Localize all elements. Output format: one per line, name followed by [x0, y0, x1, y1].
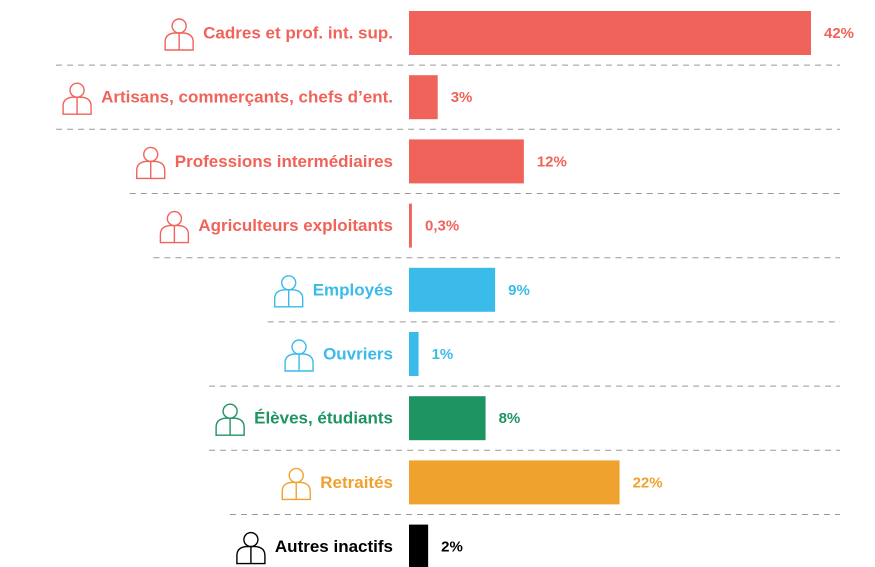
icon-head [288, 467, 304, 484]
icon-head [222, 403, 238, 419]
category-label: Employés [313, 280, 393, 299]
icon-body [62, 96, 92, 115]
category-icon [273, 275, 304, 308]
icon-head [291, 339, 307, 355]
category-icon [281, 467, 311, 501]
category-label: Cadres et prof. int. sup. [203, 23, 393, 42]
icon-body [136, 160, 166, 180]
icon-body [284, 353, 314, 372]
bar [409, 332, 419, 376]
category-icon [62, 82, 92, 115]
category-label: Retraités [320, 473, 393, 492]
value-label: 9% [508, 282, 530, 299]
category-icon [159, 210, 190, 244]
value-label: 0,3% [425, 218, 459, 235]
bar [409, 524, 429, 567]
icon-head [69, 82, 85, 98]
category-icon [236, 531, 266, 565]
icon-body [159, 224, 190, 244]
bar [409, 11, 811, 55]
bar [409, 139, 524, 184]
category-label: Ouvriers [323, 344, 393, 363]
icon-body [164, 32, 194, 51]
icon-head [243, 531, 259, 548]
category-icon [164, 18, 194, 51]
icon-head [166, 210, 183, 227]
value-label: 42% [824, 25, 854, 42]
category-label: Agriculteurs exploitants [198, 216, 393, 235]
icon-body [236, 545, 266, 565]
icon-head [171, 18, 187, 34]
icon-head [143, 146, 159, 163]
icon-head [280, 275, 297, 291]
value-label: 3% [451, 89, 473, 106]
bar [409, 75, 438, 120]
bar [409, 203, 412, 248]
value-label: 2% [441, 539, 463, 556]
bar [409, 267, 496, 312]
category-icon [284, 339, 314, 372]
icon-body [281, 481, 311, 501]
bar [409, 396, 486, 441]
icon-body [215, 417, 245, 436]
category-label: Autres inactifs [275, 537, 393, 556]
value-label: 8% [499, 410, 521, 427]
icon-body [273, 289, 304, 308]
value-label: 12% [537, 153, 567, 170]
bar [409, 460, 620, 505]
category-icon [215, 403, 245, 436]
value-label: 22% [633, 474, 663, 491]
category-label: Artisans, commerçants, chefs d’ent. [101, 88, 393, 107]
category-label: Élèves, étudiants [254, 409, 393, 428]
category-label: Professions intermédiaires [175, 152, 393, 171]
value-label: 1% [432, 346, 454, 363]
category-icon [136, 146, 166, 180]
